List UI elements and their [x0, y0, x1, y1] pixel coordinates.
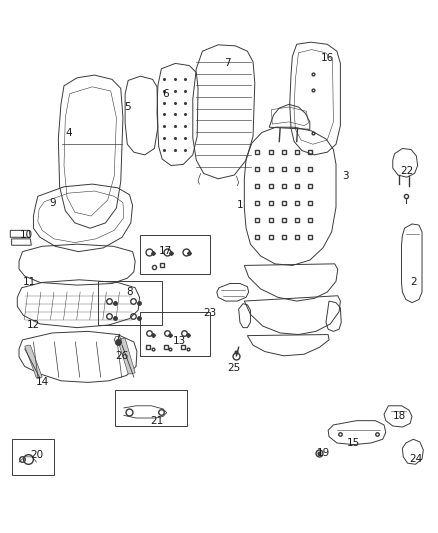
- Text: 5: 5: [124, 102, 131, 112]
- Bar: [12, 439, 54, 475]
- Text: 23: 23: [204, 308, 217, 318]
- Polygon shape: [118, 338, 135, 374]
- Bar: [115, 390, 187, 426]
- Text: 1: 1: [237, 200, 243, 211]
- Bar: [98, 281, 162, 325]
- Text: 7: 7: [224, 59, 231, 68]
- Text: 19: 19: [317, 448, 330, 457]
- Text: 2: 2: [410, 278, 417, 287]
- Text: 10: 10: [19, 230, 32, 240]
- Text: 6: 6: [162, 88, 169, 99]
- Text: 20: 20: [30, 450, 43, 460]
- Text: 3: 3: [343, 171, 349, 181]
- Bar: [140, 235, 210, 274]
- Text: 14: 14: [35, 377, 49, 387]
- Text: 15: 15: [347, 438, 360, 448]
- Text: 12: 12: [27, 320, 40, 330]
- Text: 4: 4: [65, 127, 72, 138]
- Text: 26: 26: [116, 351, 129, 361]
- Polygon shape: [25, 345, 42, 378]
- Text: 13: 13: [173, 336, 186, 346]
- Text: 17: 17: [159, 246, 173, 255]
- Text: 25: 25: [228, 362, 241, 373]
- Text: 11: 11: [22, 278, 36, 287]
- Text: 24: 24: [410, 454, 423, 464]
- Text: 21: 21: [150, 416, 164, 426]
- Text: 18: 18: [393, 411, 406, 422]
- Text: 8: 8: [126, 287, 133, 297]
- Text: 16: 16: [321, 53, 334, 63]
- Bar: [140, 312, 210, 356]
- Text: 9: 9: [49, 198, 56, 208]
- Text: 22: 22: [400, 166, 413, 176]
